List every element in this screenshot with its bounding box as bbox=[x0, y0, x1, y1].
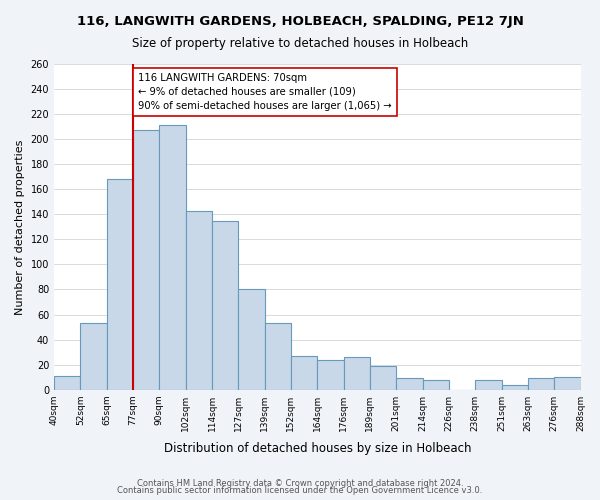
Bar bbox=[422, 380, 449, 390]
Bar bbox=[265, 324, 291, 390]
Bar bbox=[475, 380, 502, 390]
Bar bbox=[185, 210, 212, 390]
Bar bbox=[317, 360, 344, 390]
Y-axis label: Number of detached properties: Number of detached properties bbox=[15, 139, 25, 314]
Text: Contains HM Land Registry data © Crown copyright and database right 2024.: Contains HM Land Registry data © Crown c… bbox=[137, 478, 463, 488]
Text: 116, LANGWITH GARDENS, HOLBEACH, SPALDING, PE12 7JN: 116, LANGWITH GARDENS, HOLBEACH, SPALDIN… bbox=[77, 15, 523, 28]
Bar bbox=[160, 126, 185, 390]
X-axis label: Distribution of detached houses by size in Holbeach: Distribution of detached houses by size … bbox=[164, 442, 471, 455]
Bar bbox=[80, 324, 107, 390]
Bar bbox=[344, 357, 370, 390]
Text: 116 LANGWITH GARDENS: 70sqm
← 9% of detached houses are smaller (109)
90% of sem: 116 LANGWITH GARDENS: 70sqm ← 9% of deta… bbox=[138, 73, 392, 111]
Bar bbox=[370, 366, 396, 390]
Bar bbox=[554, 377, 581, 390]
Bar bbox=[502, 384, 528, 390]
Text: Contains public sector information licensed under the Open Government Licence v3: Contains public sector information licen… bbox=[118, 486, 482, 495]
Bar bbox=[396, 378, 422, 390]
Bar bbox=[291, 356, 317, 390]
Bar bbox=[133, 130, 160, 390]
Bar bbox=[212, 220, 238, 390]
Bar bbox=[528, 378, 554, 390]
Bar bbox=[238, 290, 265, 390]
Text: Size of property relative to detached houses in Holbeach: Size of property relative to detached ho… bbox=[132, 38, 468, 51]
Bar bbox=[107, 179, 133, 390]
Bar bbox=[54, 376, 80, 390]
